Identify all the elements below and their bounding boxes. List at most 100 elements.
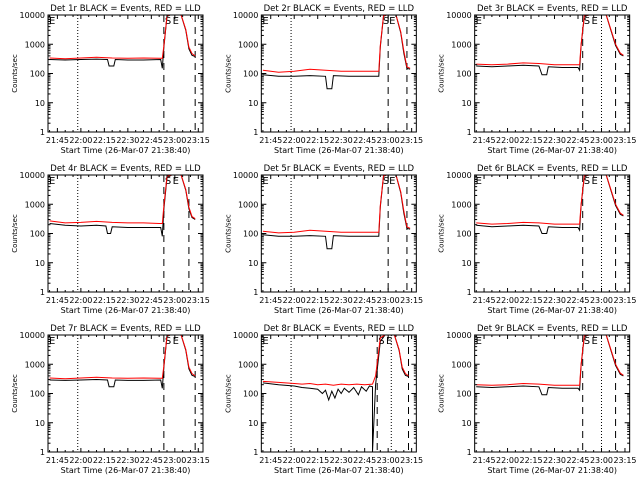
y-tick-label: 1 bbox=[253, 288, 258, 297]
x-tick-label: 22:15 bbox=[306, 296, 329, 305]
marker-label: E bbox=[49, 336, 55, 347]
events-series-line bbox=[476, 334, 624, 396]
x-tick-label: 22:45 bbox=[140, 456, 163, 465]
y-axis-label: Counts/sec bbox=[11, 54, 19, 93]
y-tick-label: 100 bbox=[243, 230, 258, 239]
x-tick-label: 23:15 bbox=[613, 136, 636, 145]
lld-series-line bbox=[476, 334, 624, 386]
x-tick-label: 23:15 bbox=[400, 296, 423, 305]
x-tick-label: 23:15 bbox=[613, 296, 636, 305]
x-tick-label: 21:45 bbox=[259, 136, 282, 145]
marker-label: E bbox=[386, 336, 392, 347]
x-tick-label: 22:15 bbox=[306, 136, 329, 145]
y-tick-label: 1 bbox=[253, 448, 258, 457]
x-axis-label: Start Time (26-Mar-07 21:38:40) bbox=[61, 466, 191, 475]
y-tick-label: 1 bbox=[467, 128, 472, 137]
x-tick-label: 22:30 bbox=[543, 296, 566, 305]
marker-label: E bbox=[592, 16, 598, 27]
lld-series-line bbox=[49, 334, 196, 380]
x-tick-label: 22:30 bbox=[543, 136, 566, 145]
x-tick-label: 23:00 bbox=[163, 296, 186, 305]
x-tick-label: 22:30 bbox=[330, 456, 353, 465]
y-tick-label: 10 bbox=[35, 419, 45, 428]
y-tick-label: 1000 bbox=[451, 200, 471, 209]
events-series-line bbox=[476, 174, 624, 234]
y-axis-label: Counts/sec bbox=[438, 214, 446, 253]
x-tick-label: 22:00 bbox=[496, 296, 519, 305]
x-tick-label: 22:15 bbox=[519, 136, 542, 145]
panel-title: Det 8r BLACK = Events, RED = LLD bbox=[264, 324, 415, 334]
x-tick-label: 22:45 bbox=[566, 136, 589, 145]
x-tick-label: 22:45 bbox=[566, 296, 589, 305]
y-tick-label: 10 bbox=[461, 419, 471, 428]
marker-label: S bbox=[584, 176, 590, 187]
y-tick-label: 10000 bbox=[233, 331, 258, 340]
marker-label: E bbox=[592, 336, 598, 347]
x-tick-label: 23:00 bbox=[377, 456, 400, 465]
x-tick-label: 22:30 bbox=[330, 296, 353, 305]
marker-label: E bbox=[262, 176, 268, 187]
y-tick-label: 100 bbox=[243, 390, 258, 399]
marker-label: S bbox=[584, 336, 590, 347]
x-tick-label: 23:00 bbox=[163, 136, 186, 145]
y-axis-label: Counts/sec bbox=[438, 374, 446, 413]
panel-title: Det 7r BLACK = Events, RED = LLD bbox=[50, 324, 201, 334]
plot-frame bbox=[474, 14, 631, 133]
lld-series-line bbox=[476, 174, 624, 225]
x-axis-label: Start Time (26-Mar-07 21:38:40) bbox=[61, 306, 191, 315]
x-tick-label: 22:30 bbox=[116, 136, 139, 145]
y-axis-label: Counts/sec bbox=[224, 374, 232, 413]
y-tick-label: 10 bbox=[35, 259, 45, 268]
x-tick-label: 21:45 bbox=[473, 456, 496, 465]
marker-label: S bbox=[165, 336, 171, 347]
plot-frame bbox=[474, 334, 631, 453]
x-tick-label: 22:30 bbox=[330, 136, 353, 145]
plot-frame bbox=[260, 174, 417, 293]
x-tick-label: 23:00 bbox=[377, 296, 400, 305]
y-tick-label: 1000 bbox=[451, 360, 471, 369]
y-tick-label: 1 bbox=[40, 128, 45, 137]
y-tick-label: 10 bbox=[248, 99, 258, 108]
x-tick-label: 23:00 bbox=[377, 136, 400, 145]
x-tick-label: 22:15 bbox=[306, 456, 329, 465]
y-tick-label: 10000 bbox=[446, 11, 471, 20]
x-tick-label: 22:30 bbox=[116, 456, 139, 465]
lld-series-line bbox=[262, 174, 411, 234]
marker-label: E bbox=[476, 176, 482, 187]
lld-series-line bbox=[476, 14, 624, 66]
marker-label: E bbox=[389, 16, 395, 27]
marker-label: S bbox=[165, 176, 171, 187]
panel-title: Det 6r BLACK = Events, RED = LLD bbox=[477, 164, 628, 174]
plot-frame bbox=[47, 174, 204, 293]
y-axis-label: Counts/sec bbox=[438, 54, 446, 93]
x-tick-label: 21:45 bbox=[473, 136, 496, 145]
x-tick-label: 22:15 bbox=[519, 456, 542, 465]
y-tick-label: 10 bbox=[35, 99, 45, 108]
x-tick-label: 22:00 bbox=[283, 456, 306, 465]
x-axis-label: Start Time (26-Mar-07 21:38:40) bbox=[274, 306, 404, 315]
marker-label: E bbox=[592, 176, 598, 187]
marker-label: E bbox=[389, 176, 395, 187]
x-axis-label: Start Time (26-Mar-07 21:38:40) bbox=[274, 466, 404, 475]
marker-label: E bbox=[173, 16, 179, 27]
x-tick-label: 21:45 bbox=[259, 296, 282, 305]
panel-title: Det 3r BLACK = Events, RED = LLD bbox=[477, 4, 628, 14]
y-tick-label: 1000 bbox=[238, 200, 258, 209]
x-tick-label: 22:15 bbox=[93, 456, 116, 465]
x-tick-label: 23:15 bbox=[613, 456, 636, 465]
y-tick-label: 100 bbox=[456, 390, 471, 399]
y-tick-label: 10000 bbox=[20, 331, 45, 340]
y-tick-label: 10000 bbox=[233, 11, 258, 20]
y-tick-label: 10 bbox=[248, 419, 258, 428]
x-axis-label: Start Time (26-Mar-07 21:38:40) bbox=[61, 146, 191, 155]
y-axis-label: Counts/sec bbox=[11, 214, 19, 253]
y-tick-label: 10 bbox=[461, 99, 471, 108]
x-tick-label: 23:00 bbox=[590, 456, 613, 465]
y-tick-label: 100 bbox=[243, 70, 258, 79]
marker-label: E bbox=[49, 16, 55, 27]
